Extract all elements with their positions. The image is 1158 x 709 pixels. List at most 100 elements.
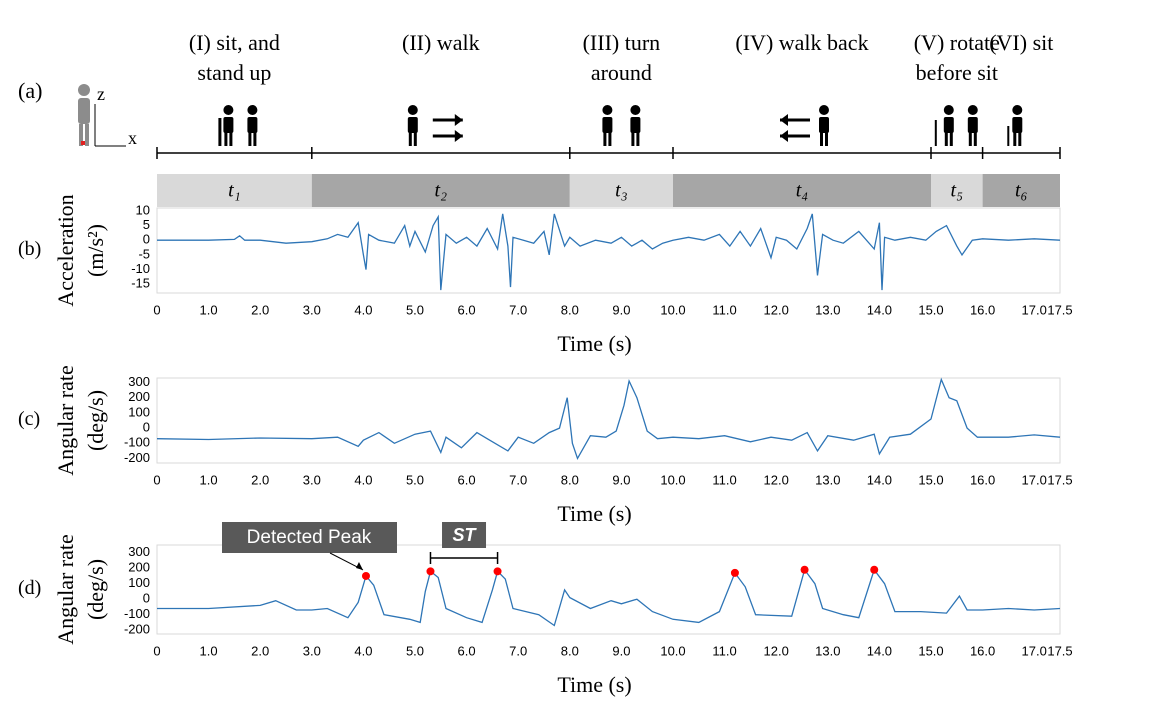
y-tick-label: -5 xyxy=(138,246,150,261)
x-tick-label: 0 xyxy=(153,472,160,487)
x-tick-label: 2.0 xyxy=(251,472,269,487)
x-tick-label: 14.0 xyxy=(867,302,892,317)
x-tick-label: 3.0 xyxy=(303,643,321,658)
icon xyxy=(1013,132,1017,146)
x-tick-label: 7.0 xyxy=(509,472,527,487)
x-tick-label: 17.0 xyxy=(1022,643,1047,658)
x-axis-label: Time (s) xyxy=(557,672,631,697)
peak-marker xyxy=(870,565,879,574)
x-tick-label: 8.0 xyxy=(561,302,579,317)
x-tick-label: 15.0 xyxy=(918,472,943,487)
icon xyxy=(1007,126,1010,146)
icon xyxy=(967,117,978,133)
phase-label: (I) sit, and xyxy=(189,30,280,55)
x-tick-label: 1.0 xyxy=(200,643,218,658)
x-tick-label: 10.0 xyxy=(660,302,685,317)
icon xyxy=(780,130,788,142)
x-axis-label: Time (s) xyxy=(557,331,631,356)
phase-symbol: t₁ xyxy=(228,180,241,202)
x-tick-label: 17.5 xyxy=(1047,472,1072,487)
y-tick-label: -200 xyxy=(124,622,150,637)
icon xyxy=(944,132,948,146)
x-tick-label: 16.0 xyxy=(970,302,995,317)
x-tick-label: 6.0 xyxy=(458,472,476,487)
callout-label: Detected Peak xyxy=(247,527,372,548)
phase-symbol: t₆ xyxy=(1015,180,1028,202)
x-tick-label: 5.0 xyxy=(406,302,424,317)
x-tick-label: 2.0 xyxy=(251,643,269,658)
x-tick-label: 12.0 xyxy=(764,302,789,317)
x-tick-label: 17.0 xyxy=(1022,472,1047,487)
x-tick-label: 7.0 xyxy=(509,302,527,317)
x-tick-label: 5.0 xyxy=(406,643,424,658)
x-tick-label: 13.0 xyxy=(815,302,840,317)
y-tick-label: 300 xyxy=(128,374,150,389)
y-axis-label: Angular rate xyxy=(53,534,78,645)
phase-label: (V) rotate xyxy=(914,30,1000,55)
x-tick-label: 11.0 xyxy=(712,302,736,317)
icon xyxy=(218,118,222,146)
y-tick-label: 0 xyxy=(143,232,150,247)
x-tick-label: 12.0 xyxy=(764,472,789,487)
y-tick-label: -10 xyxy=(131,261,150,276)
annotation-label: ST xyxy=(453,525,478,545)
phase-bar xyxy=(931,174,983,207)
icon xyxy=(943,117,954,133)
x-tick-label: 0 xyxy=(153,643,160,658)
y-tick-label: -100 xyxy=(124,435,150,450)
x-tick-label: 3.0 xyxy=(303,472,321,487)
y-axis-label: (m/s²) xyxy=(83,224,108,277)
icon xyxy=(636,132,640,146)
plot-frame xyxy=(156,544,1061,635)
phase-label: (VI) sit xyxy=(989,30,1053,55)
x-tick-label: 5.0 xyxy=(406,472,424,487)
y-axis-label: Acceleration xyxy=(53,194,78,306)
icon xyxy=(819,117,829,133)
x-tick-label: 13.0 xyxy=(815,472,840,487)
icon xyxy=(608,132,612,146)
x-axis-label: Time (s) xyxy=(557,501,631,526)
icon xyxy=(408,132,412,146)
x-tick-label: 10.0 xyxy=(660,472,685,487)
plot-frame xyxy=(156,207,1061,294)
y-tick-label: 100 xyxy=(128,575,150,590)
x-tick-label: 15.0 xyxy=(918,302,943,317)
phase-symbol: t₂ xyxy=(435,180,448,202)
icon xyxy=(454,114,463,126)
x-tick-label: 13.0 xyxy=(815,643,840,658)
phase-label: (III) turn xyxy=(583,30,661,55)
y-tick-label: -200 xyxy=(124,450,150,465)
x-tick-label: 4.0 xyxy=(354,472,372,487)
y-tick-label: 0 xyxy=(143,420,150,435)
y-tick-label: 200 xyxy=(128,389,150,404)
x-tick-label: 14.0 xyxy=(867,472,892,487)
icon xyxy=(934,120,937,146)
icon xyxy=(413,132,417,146)
x-tick-label: 1.0 xyxy=(200,302,218,317)
phase-bar xyxy=(982,174,1060,207)
icon xyxy=(253,132,257,146)
icon xyxy=(223,117,234,133)
icon xyxy=(247,105,258,115)
plot-frame xyxy=(156,377,1061,464)
callout-arrowhead xyxy=(355,561,363,570)
icon xyxy=(247,117,258,133)
y-tick-label: 200 xyxy=(128,560,150,575)
signal-line xyxy=(157,568,1061,627)
phase-label: around xyxy=(591,60,652,85)
icon xyxy=(630,105,641,115)
phase-bar xyxy=(311,174,570,207)
x-tick-label: 4.0 xyxy=(354,302,372,317)
y-axis-label: (deg/s) xyxy=(83,559,108,620)
phase-bar xyxy=(569,174,673,207)
y-tick-label: -15 xyxy=(131,276,150,291)
x-tick-label: 17.0 xyxy=(1022,302,1047,317)
x-tick-label: 11.0 xyxy=(712,643,736,658)
y-tick-label: 100 xyxy=(128,404,150,419)
icon xyxy=(631,132,635,146)
callout-box xyxy=(222,522,397,553)
icon xyxy=(949,132,953,146)
x-tick-label: 1.0 xyxy=(200,472,218,487)
x-tick-label: 8.0 xyxy=(561,643,579,658)
x-tick-label: 16.0 xyxy=(970,643,995,658)
